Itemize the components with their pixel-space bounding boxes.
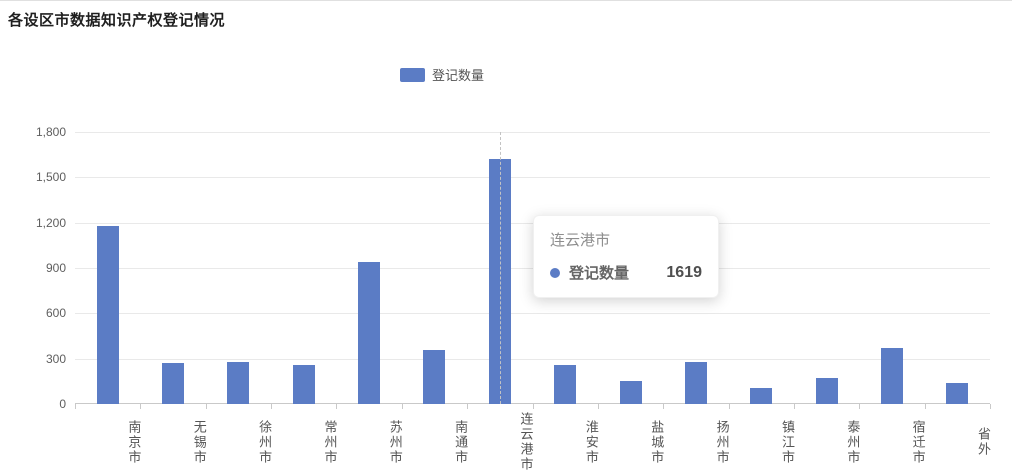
x-axis-tick [663,404,665,409]
bar-slot[interactable] [467,132,532,404]
tooltip-series-label: 登记数量 [569,265,630,282]
x-axis-tick [597,404,599,409]
series-dot-icon [550,267,560,278]
bar-省外[interactable] [946,382,969,404]
bar-slot[interactable] [663,132,728,404]
x-axis-tick [75,404,76,409]
x-axis-label: 淮安市 [583,419,599,465]
bar-slot[interactable] [402,132,467,404]
gridline [75,222,990,224]
legend-swatch-icon [400,67,425,82]
bar-slot[interactable] [140,132,205,404]
gridline [75,268,990,269]
tooltip-row: 登记数量 1619 [550,262,702,283]
tooltip-value: 1619 [666,263,702,281]
x-axis-line [75,403,990,404]
bar-苏州市[interactable] [358,261,381,404]
bar-无锡市[interactable] [162,363,185,404]
tooltip-title: 连云港市 [550,232,611,249]
x-axis-label: 连云港市 [518,412,534,472]
bar-slot[interactable] [925,132,990,404]
x-axis-label: 南通市 [453,419,469,465]
y-axis-label: 1,500 [35,170,66,185]
x-axis-label: 宿迁市 [910,419,926,465]
x-axis-tick [990,404,991,409]
bar-南通市[interactable] [423,349,446,404]
y-axis-label: 300 [45,351,66,366]
x-axis-tick [467,404,469,409]
bar-slot[interactable] [271,132,336,404]
bar-南京市[interactable] [96,225,119,404]
tooltip: 连云港市 登记数量 1619 [533,215,719,298]
chart-title: 各设区市数据知识产权登记情况 [8,12,226,29]
bar-slot[interactable] [598,132,663,404]
bar-徐州市[interactable] [227,362,250,404]
x-axis-tick [271,404,273,409]
x-axis-tick [205,404,207,409]
x-axis-label: 苏州市 [387,419,403,465]
x-axis-label: 徐州市 [257,419,273,465]
x-axis-labels: 南京市 无锡市 徐州市 常州市 苏州市 南通市 连云港市 淮安市 盐城市 扬州市 镇江市 泰州市 宿迁市… [75,412,992,472]
y-axis: 1,800 1,500 1,200 900 600 300 0 [0,125,66,411]
bar-slot[interactable] [794,132,859,404]
y-axis-label: 900 [45,261,66,275]
bar-淮安市[interactable] [554,365,577,404]
x-axis-tick [728,404,730,409]
legend-item[interactable]: 登记数量 [400,65,484,84]
x-axis-tick [924,404,926,409]
x-axis-label: 镇江市 [779,419,795,465]
x-axis-tick [532,404,534,409]
gridlines [75,132,990,404]
hover-dashed-line [499,132,501,404]
bars-row [75,132,990,404]
x-axis-tick [859,404,861,409]
legend-label: 登记数量 [432,68,485,83]
x-ticks [75,404,991,410]
bar-slot[interactable] [859,132,924,404]
x-axis-label: 盐城市 [649,419,665,465]
x-axis-tick [793,404,795,409]
bar-泰州市[interactable] [815,378,838,404]
x-axis-label: 省外 [976,427,992,457]
x-axis-label: 扬州市 [714,419,730,465]
x-axis-tick [401,404,403,409]
bar-扬州市[interactable] [684,361,707,404]
plot-area [75,132,990,404]
bar-slot[interactable] [75,132,140,404]
bar-镇江市[interactable] [750,388,773,404]
x-axis-label: 无锡市 [191,419,207,465]
y-axis-label: 1,200 [35,215,66,230]
gridline [75,358,990,360]
bar-宿迁市[interactable] [880,348,903,404]
x-axis-label: 泰州市 [845,419,861,465]
y-axis-label: 600 [45,306,66,321]
x-axis-label: 南京市 [126,419,142,465]
x-axis-tick [140,404,142,409]
bar-slot[interactable] [533,132,598,404]
bar-常州市[interactable] [292,364,315,404]
gridline [75,313,990,315]
bar-盐城市[interactable] [619,381,642,404]
gridline [75,132,990,133]
y-axis-label: 0 [59,397,66,411]
y-axis-label: 1,800 [35,125,66,139]
bar-slot[interactable] [206,132,271,404]
bar-slot[interactable] [729,132,794,404]
x-axis-tick [336,404,338,409]
bar-slot[interactable] [336,132,401,404]
gridline [75,177,990,179]
x-axis-label: 常州市 [322,419,338,465]
